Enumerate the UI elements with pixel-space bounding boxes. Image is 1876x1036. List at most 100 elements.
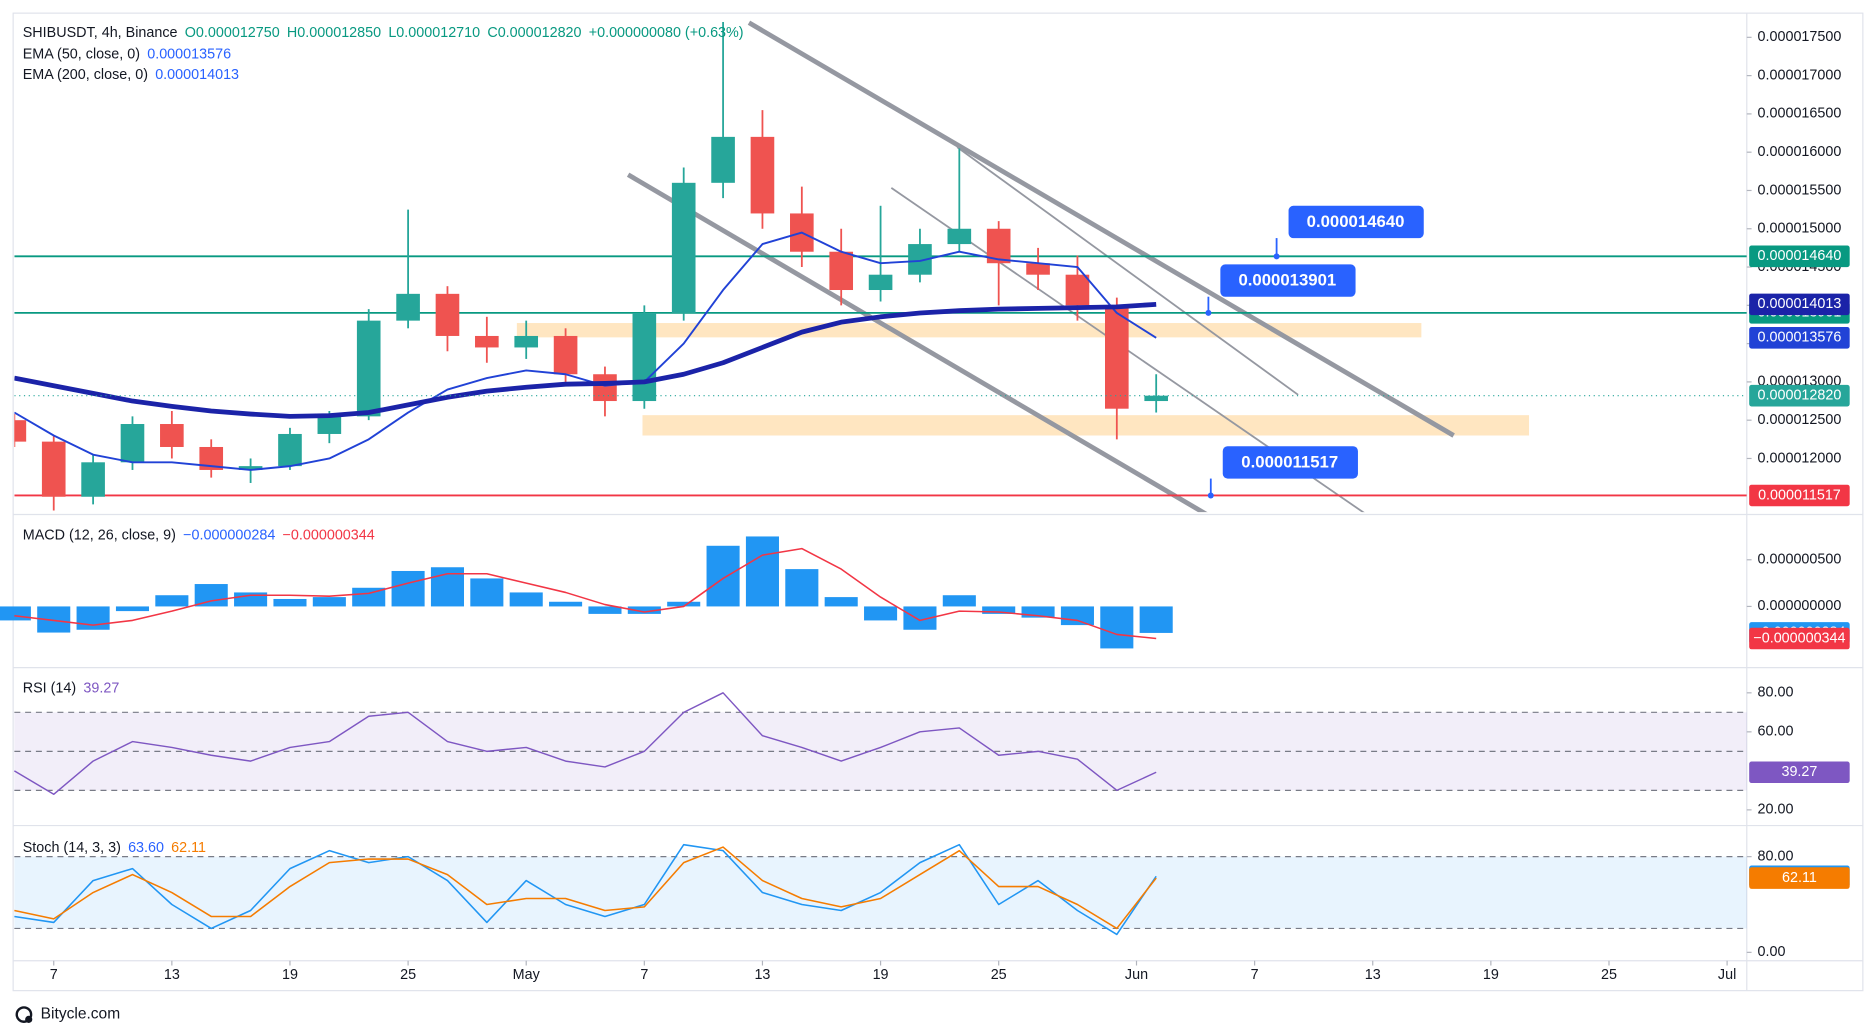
- histogram-bar: [273, 598, 307, 607]
- histogram-bar: [588, 606, 622, 614]
- histogram-bar: [627, 606, 661, 614]
- candle-body: [1144, 395, 1168, 402]
- value-tag: [1749, 867, 1850, 889]
- candle-body: [1065, 274, 1090, 306]
- legend-value: 63.60: [128, 838, 165, 856]
- ema-legend: EMA (200, close, 0) 0.000014013: [23, 66, 246, 83]
- candle-body: [41, 441, 66, 497]
- legend-value: −0.000000344: [282, 526, 375, 544]
- x-tick-label: 19: [1483, 967, 1499, 983]
- histogram-bar: [864, 606, 898, 621]
- rsi-line: [13, 692, 1157, 795]
- y-tick-label: 80.00: [1758, 848, 1794, 864]
- trend-line: [956, 146, 1299, 396]
- legend-name: MACD (12, 26, close, 9): [22, 526, 176, 544]
- histogram-bar: [903, 606, 937, 630]
- x-tick-label: 13: [164, 967, 180, 983]
- x-tick-label: 7: [50, 967, 58, 983]
- indicator-plots: 0.0000120000.0000125000.0000130000.00001…: [0, 29, 1841, 983]
- value-tag-label: 0.000011517: [1758, 487, 1841, 503]
- callout-label: 0.000013901: [1238, 271, 1336, 290]
- histogram-bar: [1100, 606, 1134, 649]
- callout-anchor: [1273, 253, 1280, 260]
- y-tick-label: 0.000012500: [1758, 412, 1842, 428]
- value-tag: [1749, 245, 1850, 268]
- x-tick-label: 19: [282, 967, 298, 983]
- x-tick-label: 7: [640, 967, 648, 983]
- y-tick-label: 0.000012000: [1758, 450, 1842, 466]
- candle-body: [829, 251, 854, 291]
- legend-name: EMA (200, close, 0): [22, 65, 149, 83]
- legend-value: 62.11: [171, 838, 207, 856]
- zone: [516, 323, 1422, 338]
- y-tick-label: 60.00: [1758, 724, 1794, 740]
- y-tick-label: 0.000016500: [1758, 106, 1842, 122]
- y-tick-label: 0.000000500: [1758, 552, 1842, 568]
- legend-value: −0.000000284: [183, 526, 276, 544]
- low: L0.000012710: [388, 23, 481, 41]
- value-tag-label: 39.27: [1781, 764, 1817, 780]
- candle-body: [356, 320, 381, 417]
- value-tag-label: 0.000012820: [1758, 387, 1842, 403]
- histogram-bar: [1021, 606, 1055, 618]
- histogram-bar: [667, 601, 701, 607]
- histogram-bar: [982, 606, 1016, 614]
- histogram-bar: [549, 601, 583, 607]
- tags: 0.000014640 0.000014640 0.000013901 0.00001…: [1205, 205, 1850, 889]
- stoch-line: [14, 846, 1157, 930]
- candle-body: [81, 462, 105, 497]
- macd-legend: MACD (12, 26, close, 9) −0.000000284 −0.00…: [23, 526, 382, 543]
- legend-name: RSI (14): [22, 679, 77, 697]
- histogram-bar: [824, 597, 858, 607]
- ema-legend: EMA (50, close, 0) 0.000013576: [23, 45, 239, 62]
- candle-body: [986, 228, 1011, 264]
- y-tick-label: 0.00: [1758, 944, 1786, 960]
- signal-line: [14, 547, 1157, 640]
- value-tag-label: 62.11: [1782, 870, 1817, 886]
- candle-body: [475, 335, 499, 348]
- histogram-bar: [942, 595, 976, 607]
- y-tick-label: 0.000015500: [1758, 182, 1842, 198]
- y-tick-label: 0.000017000: [1758, 67, 1842, 83]
- high: H0.000012850: [286, 23, 382, 41]
- histogram-bar: [509, 592, 543, 607]
- histogram-bar: [0, 606, 31, 621]
- histogram-bar: [312, 597, 346, 607]
- footer-brand: Bitycle.com: [41, 1006, 120, 1023]
- callout: [1222, 446, 1358, 479]
- histogram-bar: [1060, 606, 1094, 626]
- logo: [15, 1006, 33, 1023]
- y-tick-label: 0.000015000: [1758, 221, 1842, 237]
- value-tag: [1749, 384, 1850, 407]
- candle-body: [671, 182, 696, 313]
- value-tag-label: 0.000014640: [1758, 248, 1842, 264]
- value-tag: [1749, 761, 1850, 784]
- candle-body: [278, 433, 302, 467]
- stoch-legend: Stoch (14, 3, 3) 63.60 62.11: [23, 839, 213, 856]
- trend-line: [747, 20, 1455, 438]
- symbol: SHIBUSDT, 4h, Binance: [22, 23, 178, 41]
- price-legend: SHIBUSDT, 4h, Binance O0.000012750 H0.0000…: [23, 24, 751, 41]
- open: O0.000012750: [184, 23, 280, 41]
- legend-name: EMA (50, close, 0): [22, 45, 141, 63]
- histogram-bar: [391, 570, 425, 607]
- y-tick-label: 0.000000000: [1758, 598, 1842, 614]
- y-tick-label: 80.00: [1758, 685, 1794, 701]
- candle-body: [238, 466, 263, 470]
- candle-body: [908, 244, 932, 275]
- drawings: [516, 20, 1530, 513]
- histogram-bar: [745, 536, 779, 607]
- candle-body: [199, 446, 224, 470]
- candle-body: [317, 416, 342, 434]
- x-tick-label: 25: [400, 967, 416, 983]
- x-tick-label: 25: [991, 967, 1007, 983]
- value-tag-label: 0.000013576: [1758, 330, 1842, 346]
- y-tick-label: 0.000017500: [1758, 29, 1842, 45]
- candle-body: [868, 274, 893, 291]
- ema-line: [14, 231, 1157, 471]
- histogram-bar: [194, 584, 228, 607]
- callout-label: 0.000011517: [1241, 452, 1338, 471]
- value-tag: [1749, 327, 1850, 349]
